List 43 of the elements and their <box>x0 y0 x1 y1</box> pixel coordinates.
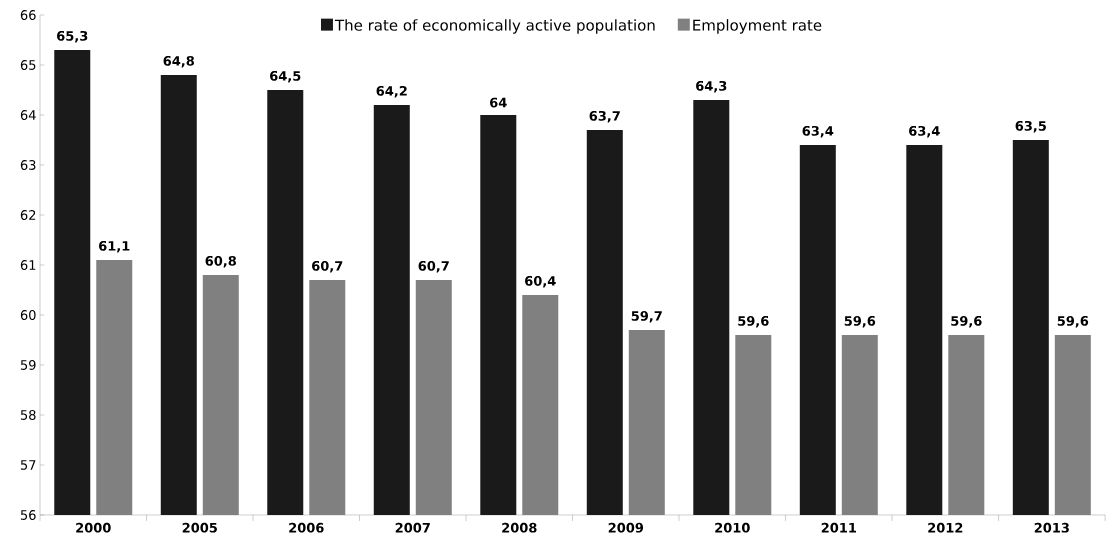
data-label: 60,8 <box>205 255 236 268</box>
data-label: 60,4 <box>525 275 556 288</box>
x-tick-label: 2010 <box>715 522 750 533</box>
data-label: 59,6 <box>738 315 769 328</box>
x-tick-label: 2009 <box>608 522 644 533</box>
data-label: 65,3 <box>57 30 88 43</box>
x-tick-label: 2006 <box>289 522 324 533</box>
data-label: 63,5 <box>1015 120 1046 133</box>
data-label: 64,3 <box>696 80 727 93</box>
data-label: 59,6 <box>844 315 876 328</box>
y-tick-label: 62 <box>20 210 36 220</box>
y-tick-label: 60 <box>20 310 36 320</box>
data-label: 60,7 <box>312 260 343 273</box>
data-label: 60,7 <box>418 260 449 273</box>
legend-label: The rate of economically active population <box>334 19 655 34</box>
x-tick-label: 2000 <box>76 522 111 533</box>
data-label: 61,1 <box>99 240 130 253</box>
y-tick-label: 56 <box>20 510 36 520</box>
legend-label: Employment rate <box>693 19 822 34</box>
data-label: 59,6 <box>951 315 982 328</box>
y-tick-label: 57 <box>20 460 36 470</box>
x-tick-label: 2008 <box>502 522 537 533</box>
y-tick-label: 64 <box>20 110 36 120</box>
data-label: 59,6 <box>1057 315 1089 328</box>
y-tick-label: 59 <box>20 360 36 370</box>
data-label: 64,5 <box>270 70 301 83</box>
data-label: 63,7 <box>589 110 620 123</box>
y-tick-label: 65 <box>20 60 36 70</box>
x-tick-label: 2005 <box>182 522 217 533</box>
data-label: 59,7 <box>631 310 662 323</box>
y-tick-label: 61 <box>20 260 36 270</box>
data-label: 63,4 <box>802 125 834 138</box>
data-label: 64,8 <box>163 55 194 68</box>
data-label: 63,4 <box>909 125 940 138</box>
y-tick-label: 58 <box>20 410 36 420</box>
x-tick-label: 2007 <box>395 522 430 533</box>
x-tick-label: 2013 <box>1034 522 1069 533</box>
x-tick-label: 2012 <box>928 522 963 533</box>
data-label: 64,2 <box>376 85 407 98</box>
x-tick-label: 2011 <box>821 522 857 533</box>
y-tick-label: 66 <box>20 10 36 20</box>
y-tick-label: 63 <box>20 160 36 170</box>
data-label: 64 <box>490 97 507 108</box>
